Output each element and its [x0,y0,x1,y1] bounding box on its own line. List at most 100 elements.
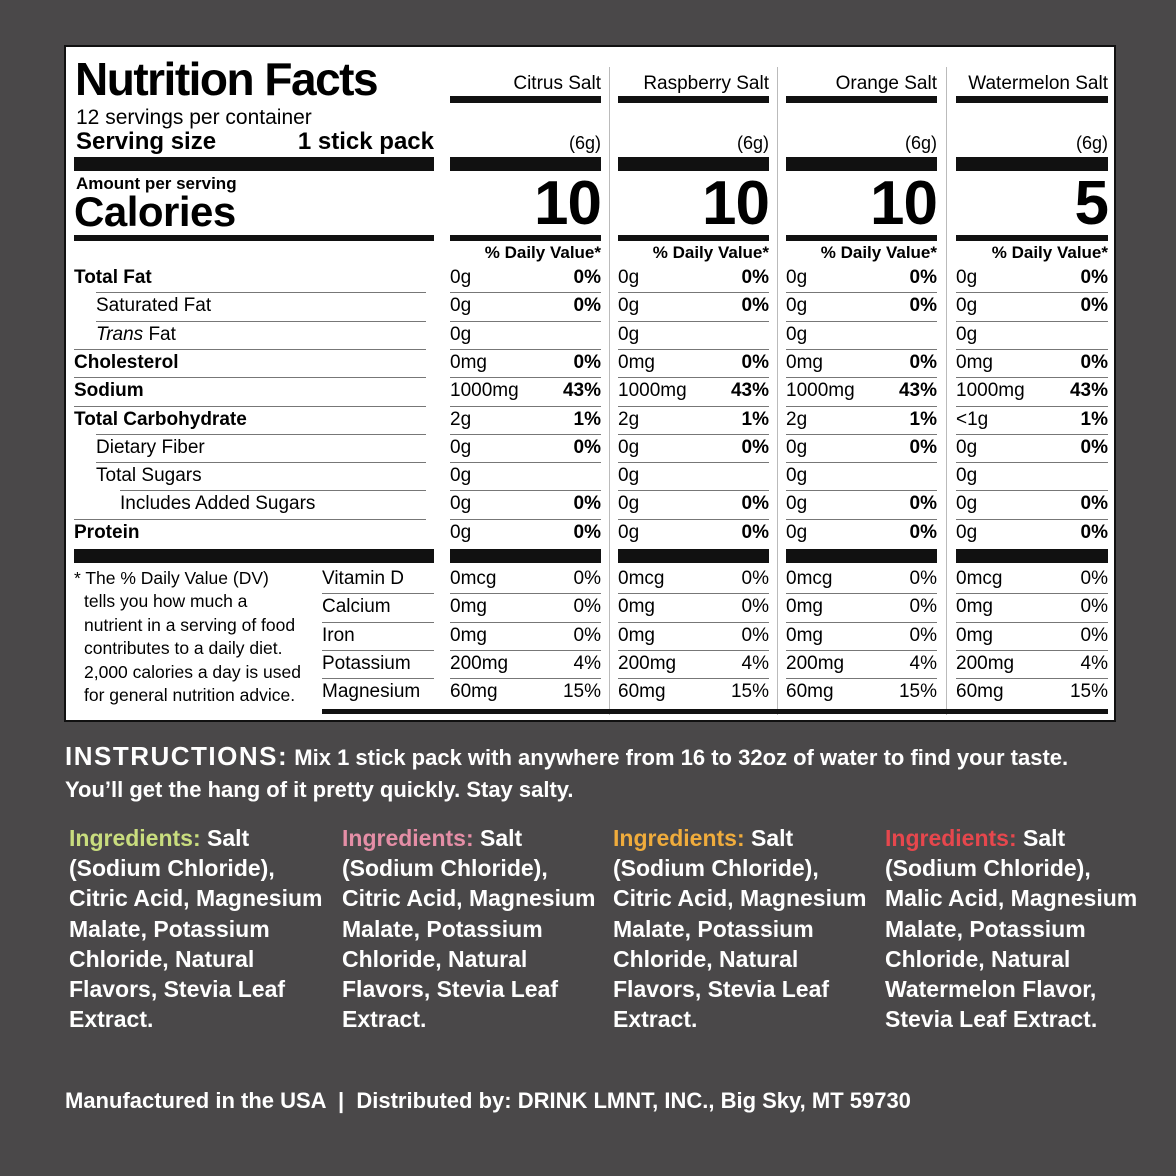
nutrient-label-text: Saturated Fat [96,295,212,317]
nutrient-amount: 0g [450,267,472,288]
vitamin-amount: 60mg [786,681,834,703]
row-divider [450,292,601,294]
nutrition-facts-panel: Nutrition Facts 12 servings per containe… [64,45,1116,722]
nutrient-amount: 1000mg [450,380,519,402]
nutrient-label-text: Cholesterol [74,351,179,373]
nutrient-label-text: Total Carbohydrate [74,408,247,430]
vitamin-amount: 60mg [956,681,1004,703]
footnote-line: for general nutrition advice. [84,685,296,706]
vitamin-amount: 200mg [618,652,677,674]
row-divider [450,433,601,435]
ingredients-orange: Ingredients: Salt (Sodium Chloride), Cit… [613,823,875,1034]
nutrient-daily-value [618,462,769,490]
vitamin-amount: 0mg [618,596,655,618]
serving-grams: (6g) [736,133,769,153]
nutrient-amount: 0g [786,465,808,487]
nutrient-amount: 0g [618,465,640,487]
vitamin-amount: 0mcg [956,568,1003,589]
ingredients-text: Salt (Sodium Chloride), Malic Acid, Magn… [885,825,1138,1033]
row-divider [450,377,601,379]
row-divider [74,518,426,520]
vitamin-amount: 200mg [450,652,509,674]
vitamin-bottom-rule [322,709,1108,714]
nutrient-amount: 0g [618,267,640,288]
nutrient-amount: 0g [956,465,978,487]
nutrient-amount: 0g [450,521,472,543]
nutrient-label: Includes Added Sugars [120,490,315,518]
nutrient-daily-value: 0% [1080,351,1108,373]
row-divider [786,433,937,435]
row-divider [956,490,1108,492]
nutrient-daily-value: 0% [741,521,769,543]
nutrient-label-text: Total Fat [74,267,152,288]
flavor-protein-bar [956,549,1108,563]
row-divider [956,405,1108,407]
nutrient-label: Saturated Fat [96,292,211,320]
row-divider [956,292,1108,294]
row-divider [618,678,769,680]
vitamin-label: Iron [322,624,355,646]
row-divider [786,678,937,680]
nutrient-amount: <1g [956,408,989,430]
nutrient-amount: 0g [786,521,808,543]
nutrient-amount: 0g [956,295,978,317]
nutrient-daily-value: 1% [573,408,601,430]
nutrient-label: Total Carbohydrate [74,406,247,434]
nutrient-daily-value: 0% [741,267,769,288]
nutrient-daily-value: 43% [898,380,937,402]
thick-divider [74,549,434,563]
row-divider [786,348,937,350]
vitamin-daily-value: 15% [898,681,937,703]
vitamin-amount: 0mg [618,624,655,646]
nutrient-daily-value: 0% [909,493,937,515]
nutrient-daily-value: 0% [1080,521,1108,543]
nutrient-label: Cholesterol [74,349,179,377]
nutrient-amount: 0g [450,493,472,515]
nutrient-amount: 1000mg [618,380,687,402]
flavor-name: Citrus Salt [513,73,601,94]
nutrient-daily-value: 0% [573,295,601,317]
row-divider [120,490,426,492]
daily-value-header: % Daily Value* [652,243,769,262]
row-divider [96,462,426,464]
row-divider [786,462,937,464]
calories-value: 10 [870,169,938,238]
nutrient-daily-value: 1% [1080,408,1108,430]
row-divider [956,462,1108,464]
daily-value-footnote: * The % Daily Value (DV) tells you how m… [74,567,314,707]
row-divider [618,320,769,322]
ingredients-label: Ingredients: [69,825,201,851]
nutrient-daily-value [450,462,601,490]
nutrient-label-text: Fat [143,323,176,345]
nutrient-daily-value: 0% [909,436,937,458]
footnote-line: contributes to a daily diet. [84,638,283,659]
nutrient-daily-value: 0% [573,493,601,515]
vitamin-daily-value: 0% [909,596,937,618]
nutrient-daily-value: 0% [741,493,769,515]
row-divider [618,490,769,492]
flavor-protein-bar [786,549,937,563]
vitamin-daily-value: 0% [741,568,769,589]
nutrient-amount: 0g [956,267,978,288]
row-divider [786,292,937,294]
nutrient-amount: 0g [450,295,472,317]
row-divider [74,405,426,407]
vitamin-daily-value: 15% [562,681,601,703]
nutrient-amount: 0g [786,267,808,288]
nutrient-amount: 0mg [956,351,993,373]
row-divider [786,405,937,407]
nutrient-daily-value: 43% [1069,380,1108,402]
nutrient-daily-value [956,462,1108,490]
nutrient-label: Trans Fat [96,321,176,349]
nutrient-daily-value: 0% [1080,493,1108,515]
vitamin-daily-value: 0% [1080,568,1108,589]
row-divider [618,649,769,651]
nutrient-daily-value: 0% [741,436,769,458]
vitamin-daily-value: 0% [1080,596,1108,618]
calories-value: 10 [534,169,602,238]
row-divider [786,518,937,520]
nutrient-amount: 0g [786,323,808,345]
serving-size: Serving size 1 stick pack [76,127,434,157]
vitamin-daily-value: 0% [909,568,937,589]
row-divider [956,377,1108,379]
